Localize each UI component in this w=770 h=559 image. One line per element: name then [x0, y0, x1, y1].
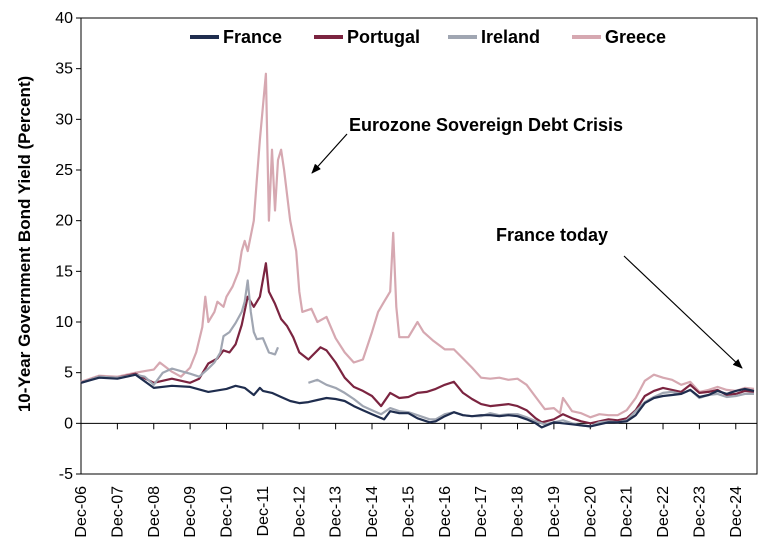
x-tick-label: Dec-14 [364, 486, 381, 538]
x-tick-label: Dec-17 [473, 486, 490, 538]
x-tick-label: Dec-20 [582, 486, 599, 538]
annotation-debt-crisis: Eurozone Sovereign Debt Crisis [349, 115, 623, 135]
y-tick-label: 0 [64, 415, 73, 432]
x-tick-label: Dec-11 [255, 486, 272, 536]
annotation-arrow-debt-crisis [311, 133, 348, 174]
x-tick-label: Dec-10 [219, 486, 236, 538]
series-line-greece [80, 72, 755, 419]
annotations: Eurozone Sovereign Debt Crisis France tod… [311, 115, 743, 369]
plot-border [80, 17, 758, 475]
y-axis-title: 10-Year Government Bond Yield (Percent) [15, 76, 34, 412]
x-axis: Dec-06 Dec-07 Dec-08 Dec-09 Dec-10 Dec-11 Dec-… [73, 423, 745, 538]
x-tick-label: Dec-23 [691, 486, 708, 538]
series-layer [80, 72, 755, 429]
legend-label-france: France [223, 27, 282, 47]
y-axis: -5 0 5 10 15 20 25 30 35 40 [55, 10, 81, 483]
x-tick-label: Dec-24 [728, 486, 745, 538]
x-tick-label: Dec-18 [510, 486, 527, 538]
x-tick-label: Dec-15 [400, 486, 417, 538]
y-tick-label: 15 [55, 263, 73, 280]
x-tick-label: Dec-21 [619, 486, 636, 538]
annotation-arrow-france-today [623, 255, 743, 369]
y-tick-label: 40 [55, 10, 73, 27]
x-tick-label: Dec-19 [546, 486, 563, 538]
x-tick-label: Dec-06 [73, 486, 90, 538]
legend-label-greece: Greece [605, 27, 666, 47]
x-tick-label: Dec-12 [291, 486, 308, 538]
series-line-ireland [80, 279, 754, 428]
legend-label-ireland: Ireland [481, 27, 540, 47]
y-tick-label: 35 [55, 61, 73, 78]
legend-label-portugal: Portugal [347, 27, 420, 47]
y-tick-label: 25 [55, 162, 73, 179]
series-line-portugal [80, 262, 755, 425]
x-tick-label: Dec-08 [146, 486, 163, 538]
y-tick-label: 5 [64, 365, 73, 382]
series-line-france [80, 373, 755, 429]
x-tick-label: Dec-07 [109, 486, 126, 538]
x-tick-label: Dec-16 [437, 486, 454, 538]
y-tick-label: -5 [59, 466, 73, 483]
x-tick-label: Dec-09 [182, 486, 199, 538]
y-tick-label: 30 [55, 111, 73, 128]
annotation-france-today: France today [496, 225, 608, 245]
x-tick-label: Dec-22 [655, 486, 672, 538]
y-tick-label: 20 [55, 213, 73, 230]
x-tick-label: Dec-13 [328, 486, 345, 538]
y-tick-label: 10 [55, 314, 73, 331]
legend: France Portugal Ireland Greece [190, 27, 666, 47]
plot-frame [80, 17, 758, 475]
